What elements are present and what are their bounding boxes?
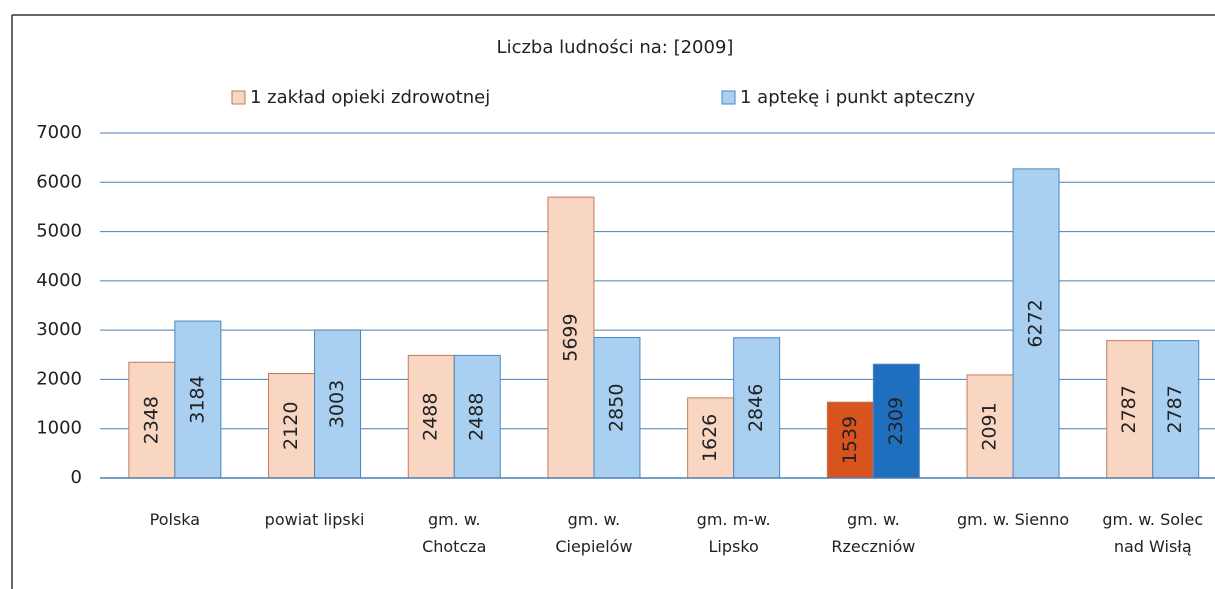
y-tick-label: 1000 (36, 418, 82, 439)
x-tick-label: gm. w. Rzeczniów (831, 510, 915, 556)
bar (1152, 340, 1200, 479)
value-label: 6272 (1025, 299, 1047, 347)
y-tick-label: 2000 (36, 368, 82, 389)
y-tick-label: 0 (71, 467, 82, 488)
legend-swatch (721, 90, 736, 105)
value-label: 3003 (326, 380, 348, 428)
legend-label: 1 aptekę i punkt apteczny (740, 87, 975, 108)
bar (966, 374, 1014, 479)
x-tick-label: gm. w. Ciepielów (555, 510, 632, 556)
x-tick-label: gm. w. Solec nad Wisłą (1102, 510, 1203, 556)
x-tick-label: gm. m-w. Lipsko (697, 510, 771, 556)
x-tick-label: gm. w. Chotcza (422, 510, 486, 556)
chart-title: Liczba ludności na: [2009] (497, 37, 734, 58)
value-label: 1626 (699, 414, 721, 462)
value-label: 2787 (1118, 385, 1140, 433)
bar (1012, 168, 1060, 479)
bar (826, 401, 874, 479)
legend-swatch (231, 90, 246, 105)
value-label: 2309 (885, 397, 907, 445)
bar (314, 329, 362, 479)
value-label: 2091 (979, 402, 1001, 450)
value-label: 2348 (140, 396, 162, 444)
x-tick-label: gm. w. Sienno (957, 510, 1069, 529)
value-label: 2787 (1164, 385, 1186, 433)
value-label: 5699 (559, 313, 581, 361)
bar (174, 320, 222, 479)
bar (547, 196, 595, 479)
value-label: 2120 (280, 402, 302, 450)
value-label: 2488 (466, 393, 488, 441)
y-tick-label: 6000 (36, 171, 82, 192)
y-tick-label: 4000 (36, 270, 82, 291)
bar (687, 397, 735, 479)
y-tick-label: 3000 (36, 319, 82, 340)
bar (1106, 340, 1154, 479)
legend-label: 1 zakład opieki zdrowotnej (250, 87, 490, 108)
value-label: 2846 (745, 384, 767, 432)
value-label: 2488 (420, 393, 442, 441)
value-label: 1539 (839, 416, 861, 464)
y-tick-label: 7000 (36, 122, 82, 143)
x-tick-label: powiat lipski (265, 510, 365, 529)
bar (872, 363, 920, 479)
y-tick-label: 5000 (36, 221, 82, 242)
bar (733, 337, 781, 479)
value-label: 3184 (186, 375, 208, 423)
bar (453, 354, 501, 479)
bar (407, 354, 455, 479)
bar (593, 337, 641, 479)
value-label: 2850 (605, 384, 627, 432)
x-tick-label: Polska (150, 510, 200, 529)
